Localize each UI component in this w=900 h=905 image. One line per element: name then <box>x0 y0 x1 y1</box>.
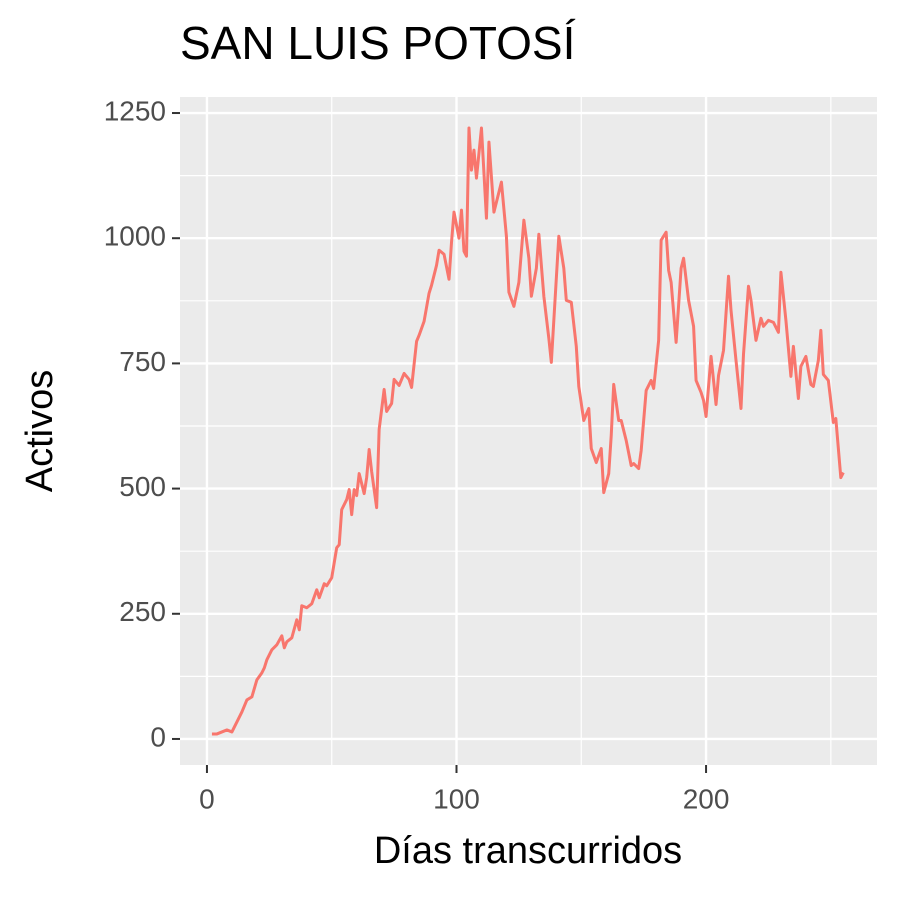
y-tick-label: 1000 <box>104 221 166 252</box>
y-tick-label: 250 <box>119 596 166 627</box>
y-axis-title: Activos <box>19 370 61 492</box>
panel <box>180 97 877 765</box>
x-tick-label: 100 <box>433 783 480 814</box>
y-tick-label: 500 <box>119 471 166 502</box>
y-tick-label: 750 <box>119 346 166 377</box>
data-line <box>211 126 845 736</box>
x-tick-label: 0 <box>199 783 215 814</box>
y-tick-label: 1250 <box>104 95 166 126</box>
x-axis-title: Días transcurridos <box>374 830 682 872</box>
chart-title: SAN LUIS POTOSÍ <box>180 17 576 69</box>
y-tick-label: 0 <box>150 721 166 752</box>
x-tick-label: 200 <box>683 783 730 814</box>
